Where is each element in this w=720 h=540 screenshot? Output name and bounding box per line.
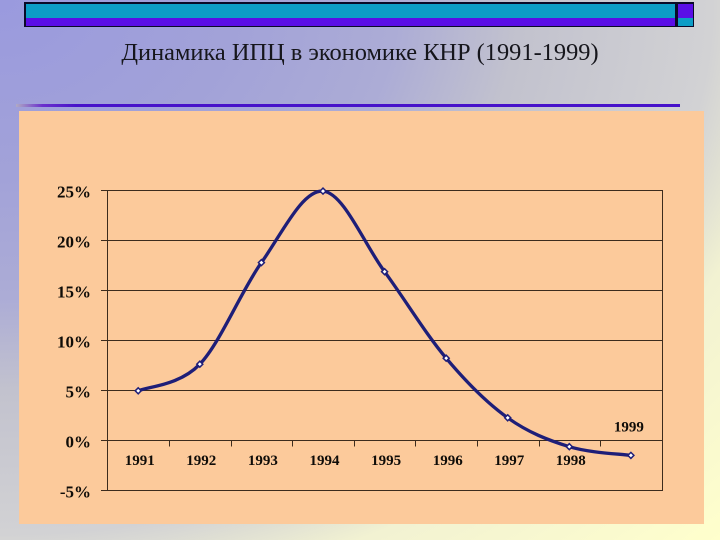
svg-text:1994: 1994 — [310, 453, 341, 469]
svg-text:1996: 1996 — [433, 453, 464, 469]
svg-text:15%: 15% — [57, 283, 91, 302]
svg-text:0%: 0% — [66, 433, 92, 452]
svg-text:1992: 1992 — [186, 453, 216, 469]
svg-text:1997: 1997 — [494, 453, 525, 469]
svg-text:20%: 20% — [57, 233, 91, 252]
svg-text:1995: 1995 — [371, 453, 401, 469]
svg-text:10%: 10% — [57, 333, 91, 352]
svg-text:1993: 1993 — [248, 453, 278, 469]
svg-text:5%: 5% — [66, 383, 92, 402]
svg-text:-5%: -5% — [60, 483, 91, 502]
svg-text:1991: 1991 — [125, 453, 155, 469]
svg-text:25%: 25% — [57, 183, 91, 202]
svg-text:1999: 1999 — [614, 420, 644, 436]
svg-text:1998: 1998 — [556, 453, 586, 469]
